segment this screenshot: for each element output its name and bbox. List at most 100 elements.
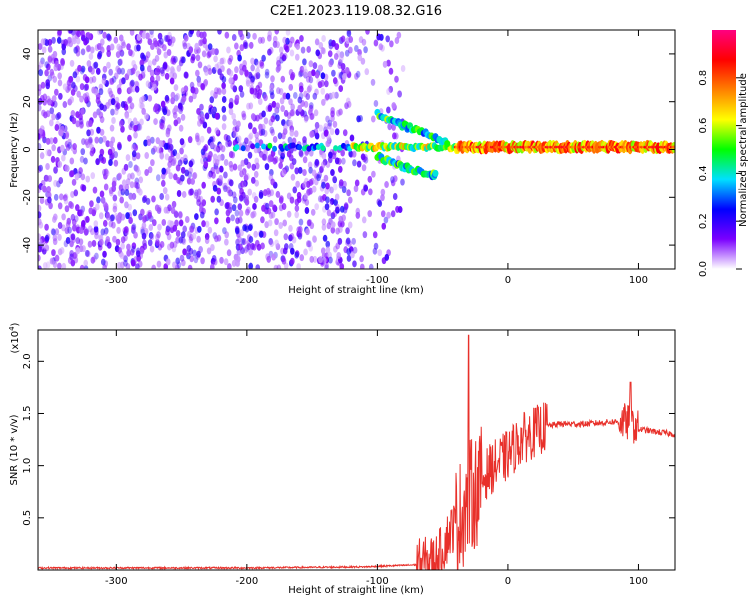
heatmap-noise-cell: [234, 209, 240, 217]
heatmap-noise-cell: [63, 38, 68, 46]
heatmap-noise-cell: [312, 235, 317, 243]
heatmap-noise-cell: [279, 56, 284, 64]
heatmap-noise-cell: [346, 254, 352, 262]
heatmap-noise-cell: [149, 31, 154, 39]
heatmap-noise-cell: [109, 77, 115, 85]
heatmap-noise-cell: [330, 221, 336, 229]
heatmap-noise-cell: [338, 215, 344, 223]
heatmap-noise-cell: [195, 54, 201, 62]
heatmap-noise-cell: [53, 193, 59, 201]
heatmap-noise-cell: [99, 238, 104, 246]
snr-y-axis-label: SNR (10 * v/v): [9, 414, 20, 485]
heatmap-noise-cell: [373, 39, 379, 47]
heatmap-noise-cell: [74, 173, 80, 181]
heatmap-noise-cell: [371, 170, 376, 178]
heatmap-noise-cell: [239, 90, 245, 98]
heatmap-noise-cell: [196, 195, 201, 203]
heatmap-noise-cell: [85, 215, 90, 223]
heatmap-noise-cell: [214, 87, 219, 95]
heatmap-noise-cell: [309, 255, 315, 263]
heatmap-noise-cell: [49, 107, 55, 115]
heatmap-noise-cell: [272, 204, 277, 212]
heatmap-noise-cell: [188, 166, 193, 174]
heatmap-noise-cell: [79, 264, 85, 269]
heatmap-noise-cell: [103, 183, 109, 191]
heatmap-noise-cell: [315, 49, 321, 57]
heatmap-noise-cell: [77, 64, 82, 72]
heatmap-noise-cell: [75, 30, 80, 36]
heatmap-noise-cell: [147, 239, 153, 247]
heatmap-noise-cell: [159, 240, 165, 248]
heatmap-noise-cell: [184, 71, 189, 79]
heatmap-noise-cell: [177, 159, 183, 167]
heatmap-noise-cell: [177, 210, 183, 218]
heatmap-noise-cell: [241, 238, 247, 246]
heatmap-noise-cell: [203, 79, 209, 87]
heatmap-noise-cell: [274, 218, 279, 226]
heatmap-noise-cell: [141, 222, 147, 230]
heatmap-noise-cell: [40, 38, 46, 46]
heatmap-noise-cell: [44, 61, 49, 69]
heatmap-noise-cell: [323, 122, 329, 130]
heatmap-noise-cell: [108, 90, 114, 98]
heatmap-noise-cell: [276, 264, 282, 269]
heatmap-noise-cell: [135, 250, 141, 258]
heatmap-noise-cell: [316, 174, 321, 182]
heatmap-noise-cell: [207, 172, 212, 180]
heatmap-noise-cell: [386, 88, 391, 96]
heatmap-noise-cell: [173, 84, 179, 92]
heatmap-noise-cell: [172, 224, 178, 232]
heatmap-noise-cell: [121, 77, 126, 85]
heatmap-noise-cell: [345, 237, 351, 245]
heatmap-noise-cell: [203, 160, 209, 168]
heatmap-noise-cell: [355, 70, 361, 78]
heatmap-noise-cell: [70, 110, 76, 118]
heatmap-noise-cell: [145, 51, 151, 59]
heatmap-noise-cell: [159, 192, 164, 200]
heatmap-noise-cell: [67, 226, 72, 234]
heatmap-noise-cell: [188, 236, 194, 244]
heatmap-noise-cell: [305, 228, 310, 236]
heatmap-noise-cell: [284, 45, 290, 53]
heatmap-noise-cell: [290, 73, 295, 81]
heatmap-noise-cell: [44, 174, 50, 182]
heatmap-noise-cell: [236, 248, 242, 256]
heatmap-noise-cell: [361, 164, 367, 172]
heatmap-noise-cell: [357, 49, 362, 57]
heatmap-noise-cell: [346, 30, 352, 38]
heatmap-noise-cell: [222, 114, 227, 122]
heatmap-noise-cell: [187, 136, 193, 144]
heatmap-noise-cell: [286, 192, 292, 200]
heatmap-noise-cell: [114, 103, 120, 111]
heatmap-noise-cell: [340, 35, 346, 43]
heatmap-noise-cell: [331, 69, 336, 77]
heatmap-noise-cell: [41, 109, 46, 117]
heatmap-noise-cell: [248, 102, 254, 110]
heatmap-noise-cell: [109, 43, 115, 51]
heatmap-noise-cell: [149, 233, 155, 241]
heatmap-noise-cell: [171, 200, 177, 208]
heatmap-noise-cell: [54, 228, 60, 236]
heatmap-noise-cell: [204, 68, 209, 76]
heatmap-noise-cell: [313, 109, 319, 117]
heatmap-noise-cell: [252, 202, 257, 210]
heatmap-noise-cell: [155, 74, 161, 82]
heatmap-noise-cell: [240, 170, 245, 178]
heatmap-noise-cell: [49, 68, 55, 76]
heatmap-band-cell: [272, 145, 278, 152]
heatmap-noise-cell: [391, 102, 397, 110]
heatmap-noise-cell: [47, 45, 53, 53]
heatmap-noise-cell: [321, 181, 326, 189]
heatmap-noise-cell: [131, 245, 136, 253]
heatmap-noise-cell: [287, 136, 293, 144]
heatmap-noise-cell: [232, 118, 238, 126]
heatmap-noise-cell: [98, 88, 104, 96]
heatmap-noise-cell: [178, 219, 184, 227]
heatmap-noise-cell: [88, 119, 93, 127]
heatmap-noise-cell: [136, 44, 141, 52]
heatmap-noise-cell: [89, 200, 94, 208]
heatmap-noise-cell: [189, 225, 194, 233]
heatmap-noise-cell: [221, 182, 227, 190]
heatmap-noise-cell: [321, 223, 327, 231]
heatmap-noise-cell: [40, 81, 46, 89]
